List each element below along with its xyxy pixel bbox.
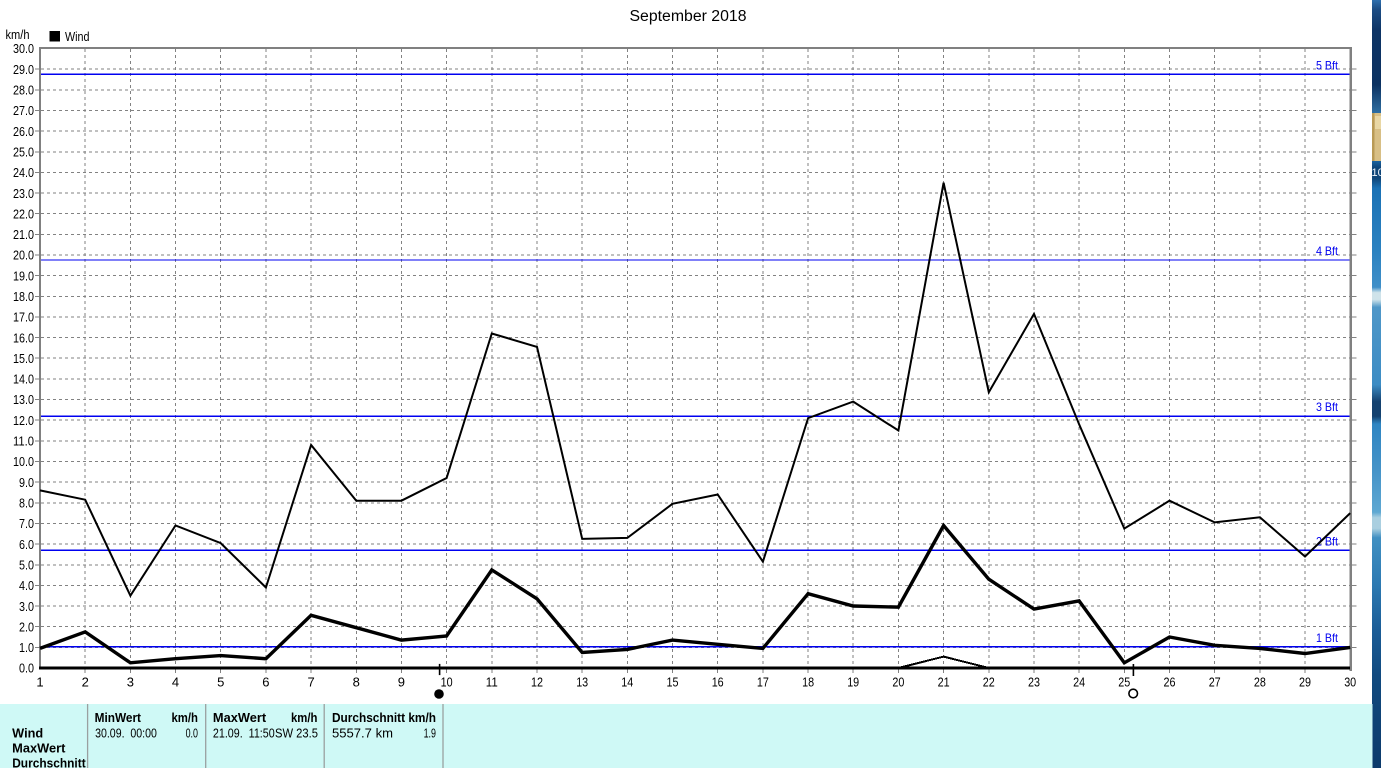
svg-text:28: 28 — [1254, 675, 1266, 690]
svg-text:26.0: 26.0 — [13, 124, 34, 139]
svg-text:13: 13 — [576, 675, 588, 690]
svg-text:1.9: 1.9 — [424, 726, 436, 740]
svg-text:SW 23.5: SW 23.5 — [275, 726, 318, 740]
svg-text:10: 10 — [1372, 167, 1381, 179]
svg-text:20.0: 20.0 — [13, 248, 34, 263]
svg-text:MaxWert: MaxWert — [12, 742, 66, 756]
svg-text:2.0: 2.0 — [19, 619, 34, 634]
svg-text:16.0: 16.0 — [13, 330, 34, 345]
svg-text:21.09. 11:50: 21.09. 11:50 — [213, 726, 275, 740]
svg-text:Wind: Wind — [12, 726, 43, 740]
svg-text:22.0: 22.0 — [13, 206, 34, 221]
svg-text:4 Bft: 4 Bft — [1316, 244, 1339, 258]
svg-text:19.0: 19.0 — [13, 268, 34, 283]
svg-text:km/h: km/h — [6, 27, 30, 42]
svg-text:3: 3 — [127, 675, 134, 690]
svg-text:17: 17 — [757, 675, 769, 690]
svg-text:1.0: 1.0 — [19, 640, 34, 655]
svg-text:0.0: 0.0 — [19, 661, 34, 676]
svg-text:km/h: km/h — [291, 711, 318, 725]
svg-text:6: 6 — [262, 675, 269, 690]
svg-text:22: 22 — [983, 675, 995, 690]
svg-text:30.0: 30.0 — [13, 41, 34, 56]
svg-text:Durchschnitt km/h: Durchschnitt km/h — [332, 711, 436, 725]
svg-text:3.0: 3.0 — [19, 599, 34, 614]
svg-text:12: 12 — [531, 675, 543, 690]
svg-text:27.0: 27.0 — [13, 103, 34, 118]
svg-text:9: 9 — [398, 675, 405, 690]
svg-text:km/h: km/h — [172, 711, 199, 725]
svg-text:15.0: 15.0 — [13, 351, 34, 366]
svg-text:6.0: 6.0 — [19, 537, 34, 552]
svg-text:11.0: 11.0 — [13, 434, 34, 449]
svg-text:18.0: 18.0 — [13, 289, 34, 304]
svg-text:19: 19 — [847, 675, 859, 690]
svg-text:12.0: 12.0 — [13, 413, 34, 428]
svg-text:5 Bft: 5 Bft — [1316, 58, 1339, 72]
svg-text:1: 1 — [36, 675, 43, 690]
svg-text:14.0: 14.0 — [13, 372, 34, 387]
svg-text:30: 30 — [1344, 675, 1356, 690]
svg-text:5557.7 km: 5557.7 km — [332, 726, 393, 740]
svg-text:1 Bft: 1 Bft — [1316, 631, 1339, 645]
svg-text:28.0: 28.0 — [13, 83, 34, 98]
svg-text:29: 29 — [1299, 675, 1311, 690]
svg-text:14: 14 — [621, 675, 633, 690]
svg-text:24.0: 24.0 — [13, 165, 34, 180]
svg-text:7.0: 7.0 — [19, 516, 34, 531]
svg-text:13.0: 13.0 — [13, 392, 34, 407]
svg-text:Durchschnitt: Durchschnitt — [12, 757, 86, 768]
svg-text:4: 4 — [172, 675, 179, 690]
svg-text:24: 24 — [1073, 675, 1085, 690]
svg-text:3 Bft: 3 Bft — [1316, 400, 1339, 414]
svg-text:20: 20 — [892, 675, 904, 690]
svg-text:5.0: 5.0 — [19, 558, 34, 573]
svg-text:26: 26 — [1164, 675, 1176, 690]
svg-text:MaxWert: MaxWert — [213, 711, 267, 725]
svg-text:5: 5 — [217, 675, 224, 690]
svg-text:23.0: 23.0 — [13, 186, 34, 201]
svg-text:16: 16 — [712, 675, 724, 690]
svg-text:11: 11 — [486, 675, 498, 690]
svg-text:23: 23 — [1028, 675, 1040, 690]
svg-text:9.0: 9.0 — [19, 475, 34, 490]
svg-text:17.0: 17.0 — [13, 310, 34, 325]
svg-text:25: 25 — [1118, 675, 1130, 690]
svg-text:27: 27 — [1209, 675, 1221, 690]
svg-text:8: 8 — [353, 675, 360, 690]
svg-text:18: 18 — [802, 675, 814, 690]
svg-text:8.0: 8.0 — [19, 496, 34, 511]
svg-text:10.0: 10.0 — [13, 454, 34, 469]
svg-text:2: 2 — [82, 675, 89, 690]
svg-text:Wind: Wind — [65, 29, 90, 44]
svg-text:0.0: 0.0 — [186, 726, 198, 740]
svg-text:21.0: 21.0 — [13, 227, 34, 242]
svg-text:30.09. 00:00: 30.09. 00:00 — [95, 726, 157, 740]
svg-text:September 2018: September 2018 — [630, 8, 747, 25]
svg-text:4.0: 4.0 — [19, 578, 34, 593]
svg-text:25.0: 25.0 — [13, 144, 34, 159]
svg-text:MinWert: MinWert — [95, 711, 142, 725]
svg-text:2 Bft: 2 Bft — [1316, 534, 1339, 548]
svg-text:10: 10 — [441, 675, 453, 690]
svg-text:7: 7 — [307, 675, 314, 690]
svg-text:21: 21 — [938, 675, 950, 690]
svg-text:29.0: 29.0 — [13, 62, 34, 77]
svg-text:15: 15 — [667, 675, 679, 690]
